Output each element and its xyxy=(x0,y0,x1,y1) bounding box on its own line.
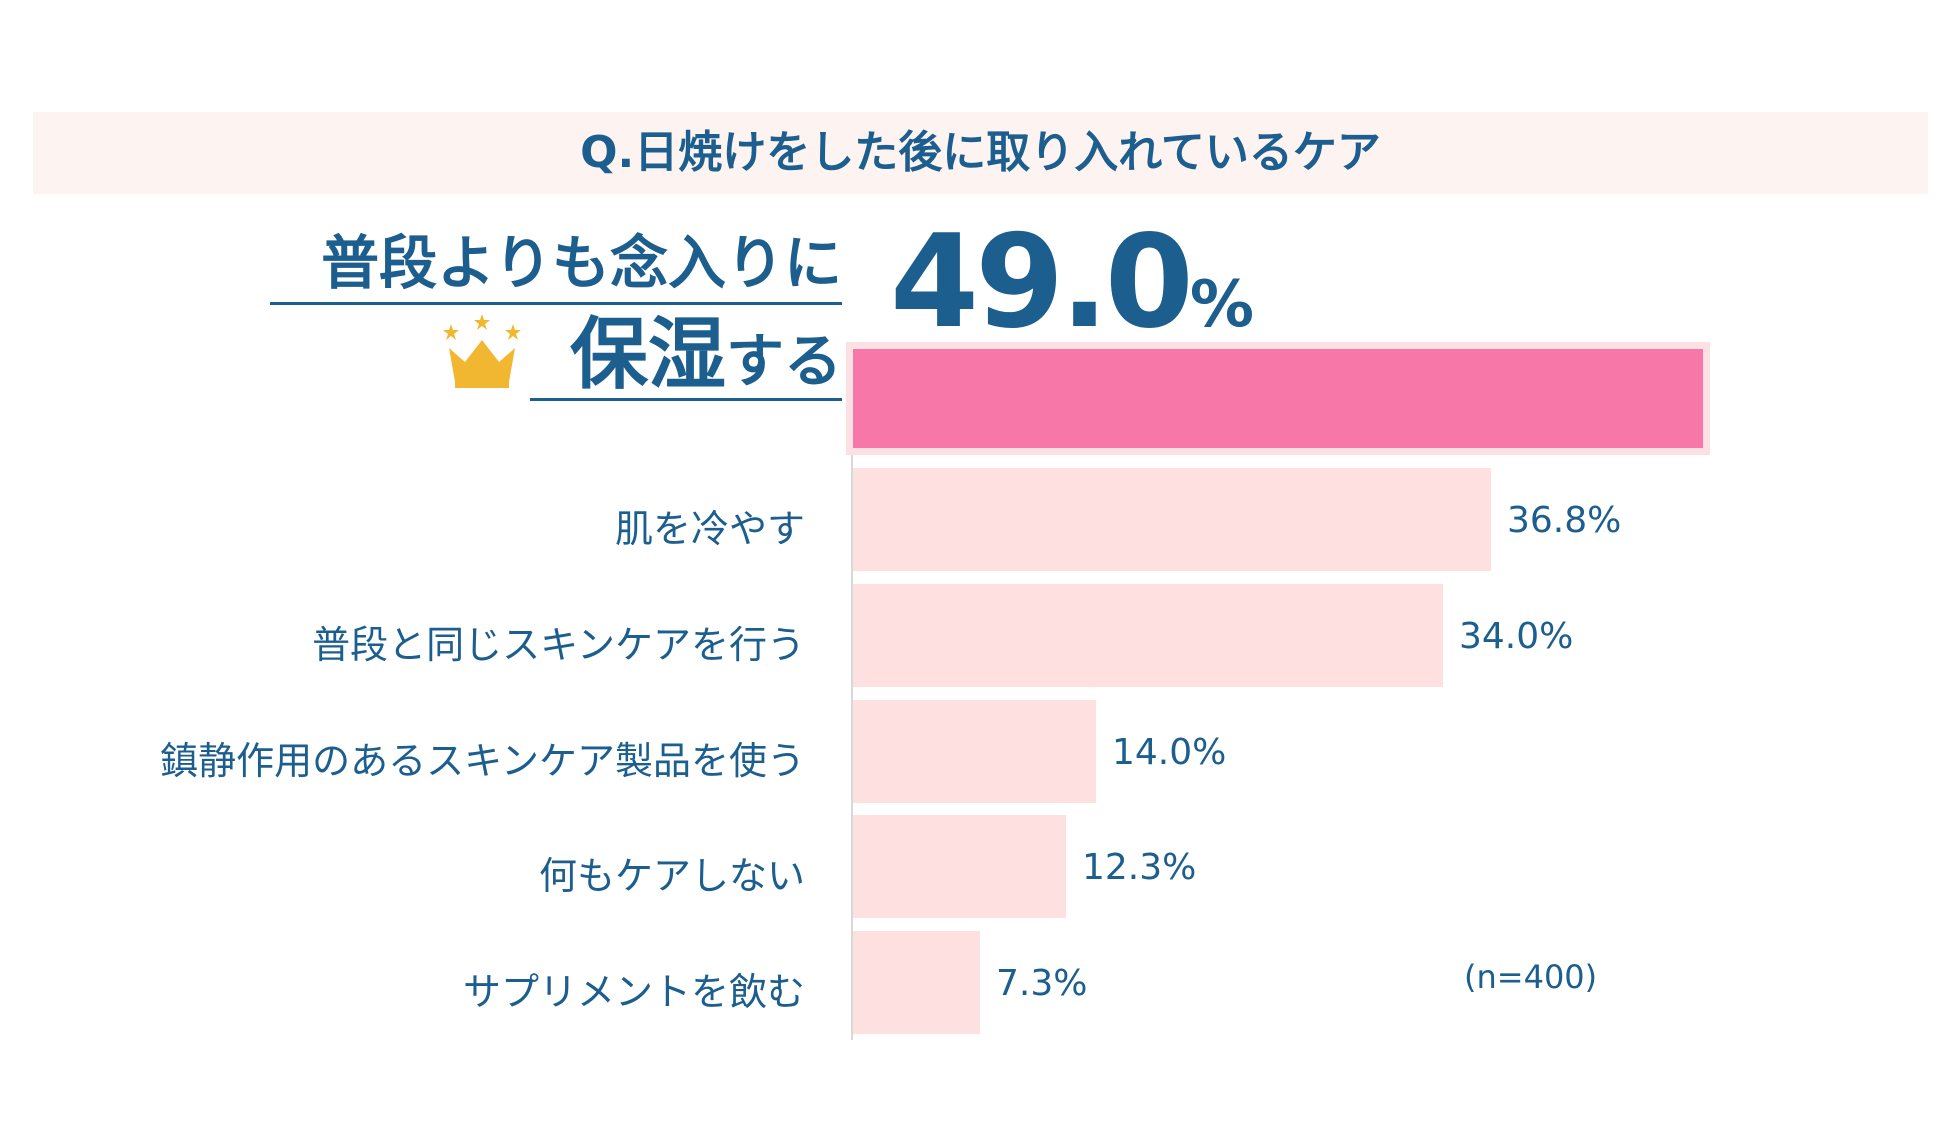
data-label-3: 34.0% xyxy=(1459,616,1574,657)
highlight-keyword: 保湿 xyxy=(569,310,726,400)
title-band: Q.日焼けをした後に取り入れているケア xyxy=(33,112,1928,194)
data-label-4: 14.0% xyxy=(1112,732,1227,773)
highlight-suffix: する xyxy=(725,327,842,395)
bar-1 xyxy=(853,349,1703,448)
data-label-5: 12.3% xyxy=(1082,847,1197,888)
bar-4 xyxy=(853,700,1096,803)
data-label-6: 7.3% xyxy=(996,963,1088,1004)
highlight-value-number: 49.0 xyxy=(890,208,1194,357)
crown-icon xyxy=(443,314,521,388)
bar-3 xyxy=(853,584,1443,687)
bar-5 xyxy=(853,815,1066,918)
highlight-value-unit: % xyxy=(1189,268,1254,342)
category-label-5: 何もケアしない xyxy=(538,854,805,898)
bar-2 xyxy=(853,468,1491,571)
bar-6 xyxy=(853,931,980,1034)
category-label-2: 肌を冷やす xyxy=(614,507,805,551)
category-label-6: サプリメントを飲む xyxy=(462,970,805,1014)
chart-title: Q.日焼けをした後に取り入れているケア xyxy=(580,127,1381,178)
highlight-label-line2: 保湿する xyxy=(530,312,842,401)
category-label-3: 普段と同じスキンケアを行う xyxy=(312,623,805,667)
highlight-label-line1: 普段よりも念入りに xyxy=(270,230,842,305)
highlight-value: 49.0% xyxy=(890,218,1254,348)
data-label-2: 36.8% xyxy=(1507,500,1622,541)
category-label-4: 鎮静作用のあるスキンケア製品を使う xyxy=(160,739,805,783)
y-axis-line xyxy=(851,345,853,1040)
sample-size-note: (n=400) xyxy=(1464,958,1598,996)
